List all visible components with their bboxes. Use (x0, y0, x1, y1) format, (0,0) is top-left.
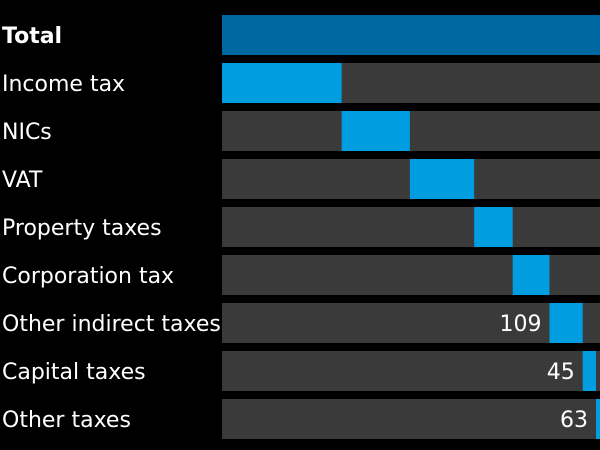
track-capital-taxes (222, 351, 600, 391)
bar-income-tax (222, 63, 342, 103)
total-label: Total (2, 24, 62, 49)
bar-other-indirect-taxes (549, 303, 583, 343)
bar-property-taxes (474, 207, 513, 247)
category-label-vat: VAT (2, 168, 43, 193)
track-nics (222, 111, 600, 151)
bar-capital-taxes (582, 351, 597, 391)
value-label-capital-taxes: 45 (547, 360, 575, 385)
bar-vat (409, 159, 475, 199)
track-other-indirect-taxes (222, 303, 600, 343)
category-label-capital-taxes: Capital taxes (2, 360, 146, 385)
category-label-corporation-tax: Corporation tax (2, 264, 174, 289)
track-other-taxes (222, 399, 600, 439)
category-label-other-indirect-taxes: Other indirect taxes (2, 312, 221, 337)
total-bar (222, 15, 600, 55)
value-label-other-indirect-taxes: 109 (499, 312, 541, 337)
track-property-taxes (222, 207, 600, 247)
category-label-property-taxes: Property taxes (2, 216, 162, 241)
bar-other-taxes (596, 399, 600, 439)
category-label-nics: NICs (2, 120, 52, 145)
bar-nics (341, 111, 410, 151)
bar-corporation-tax (512, 255, 550, 295)
category-label-income-tax: Income tax (2, 72, 125, 97)
category-label-other-taxes: Other taxes (2, 408, 131, 433)
value-label-other-taxes: 63 (560, 408, 588, 433)
